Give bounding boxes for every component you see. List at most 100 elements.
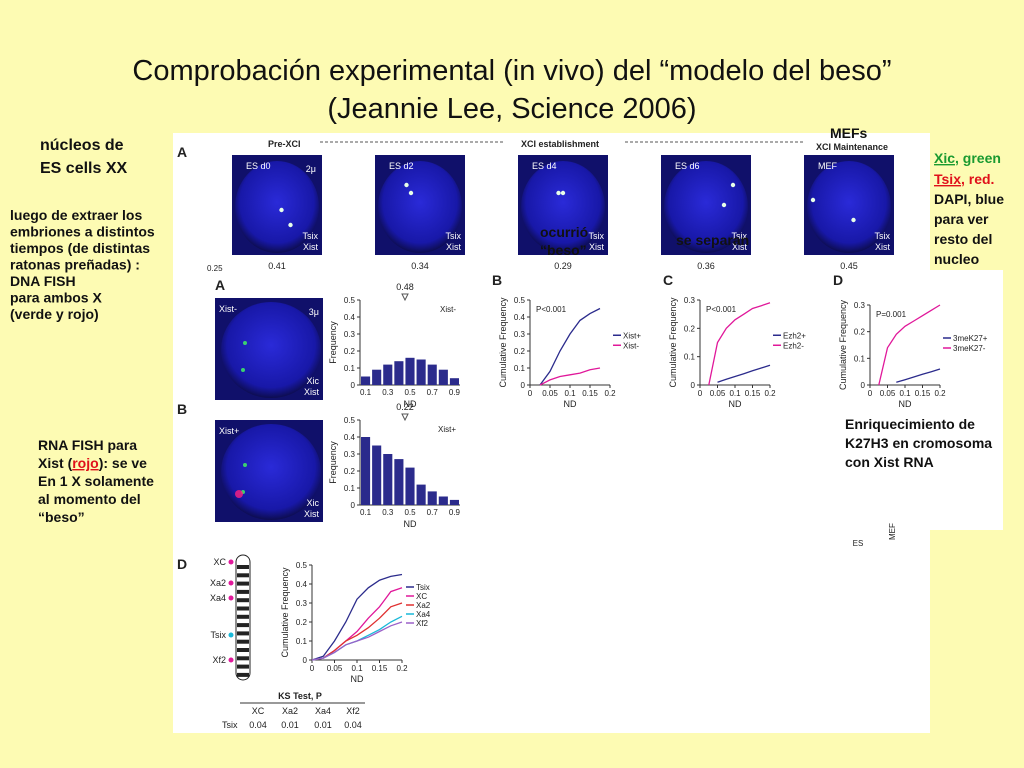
series-line xyxy=(311,573,403,661)
x-axis-label: ND xyxy=(729,399,742,409)
image-label: Xist+ xyxy=(219,426,239,436)
y-axis-label: Cumulative Frequency xyxy=(838,299,848,390)
chromosome-band xyxy=(237,648,249,652)
note: Tsix, red. xyxy=(934,171,994,187)
chromosome-band xyxy=(237,581,249,586)
y-tick-label: 0.2 xyxy=(344,347,356,356)
pointer xyxy=(401,293,409,302)
y-tick-label: 0.5 xyxy=(296,561,308,570)
probe-label: Tsix xyxy=(732,231,748,241)
note: Enriquecimiento de xyxy=(845,416,975,432)
table-cell: 0.04 xyxy=(249,720,267,730)
note: En 1 X solamente xyxy=(38,473,154,489)
table-cell: 0.01 xyxy=(281,720,299,730)
locus-dot xyxy=(228,595,234,601)
note: MEFs xyxy=(830,125,868,141)
image-label: Xist- xyxy=(219,304,237,314)
locus-label: XC xyxy=(213,557,226,567)
note: DAPI, blue xyxy=(934,191,1004,207)
nd-value: 0.34 xyxy=(411,261,429,271)
y-tick-label: 0 xyxy=(351,501,356,510)
locus-dot xyxy=(228,632,234,638)
nucleus xyxy=(807,161,891,253)
x-tick-label: 0.1 xyxy=(360,508,372,517)
probe-label: Xist xyxy=(732,242,748,252)
note: Xic, green xyxy=(934,150,1001,166)
series-line xyxy=(539,367,601,386)
title: (Jeannie Lee, Science 2006) xyxy=(327,93,696,125)
y-tick-label: 0.1 xyxy=(344,484,356,493)
x-tick-label: 0 xyxy=(528,389,533,398)
fish-spot xyxy=(243,341,247,345)
legend-label: Ezh2- xyxy=(783,341,804,350)
y-tick-label: 0.3 xyxy=(684,296,696,305)
scale-label: 3μ xyxy=(309,307,319,317)
y-axis-label: Cumulative Frequency xyxy=(668,297,678,388)
panel-label: B xyxy=(177,401,187,417)
image-label: ES d6 xyxy=(675,161,700,171)
nd-value: 0.36 xyxy=(697,261,715,271)
bar xyxy=(416,484,426,505)
y-tick-label: 0.1 xyxy=(854,354,866,363)
probe-label: Xist xyxy=(304,387,320,397)
y-tick-label: 0.5 xyxy=(344,416,356,425)
bar xyxy=(416,359,426,385)
x-tick-label: 0.15 xyxy=(915,389,931,398)
x-axis-label: ND xyxy=(404,519,417,529)
series-line xyxy=(878,304,941,386)
x-tick-label: 0.7 xyxy=(427,388,439,397)
chromosome-band xyxy=(237,589,249,594)
x-tick-label: 0.05 xyxy=(710,389,726,398)
bar xyxy=(449,378,459,385)
fish-spot xyxy=(241,368,245,372)
y-axis-label: Frequency xyxy=(328,321,338,364)
chromosome-band xyxy=(237,565,249,569)
bar xyxy=(394,361,404,385)
chromosome-band xyxy=(237,606,249,611)
chromosome-band xyxy=(237,664,249,669)
y-tick-label: 0.1 xyxy=(296,637,308,646)
bar xyxy=(361,437,371,505)
legend-label: Xf2 xyxy=(416,619,429,628)
note: DNA FISH xyxy=(10,273,76,289)
y-tick-label: 0.5 xyxy=(514,296,526,305)
x-tick-label: 0.2 xyxy=(604,389,616,398)
probe-label: Tsix xyxy=(589,231,605,241)
y-tick-label: 0.1 xyxy=(514,364,526,373)
x-axis-label: ND xyxy=(404,399,417,409)
y-tick-label: 0.1 xyxy=(684,353,696,362)
image-label: ES d2 xyxy=(389,161,414,171)
table-header: Xf2 xyxy=(346,706,360,716)
bar xyxy=(372,369,382,385)
x-tick-label: 0.5 xyxy=(404,388,416,397)
bar xyxy=(383,454,393,505)
x-tick-label: 0.7 xyxy=(427,508,439,517)
probe-label: Tsix xyxy=(875,231,891,241)
nd-value: 0.41 xyxy=(268,261,286,271)
fish-spot xyxy=(243,463,247,467)
y-tick-label: 0.3 xyxy=(514,330,526,339)
chromosome-band xyxy=(237,573,249,578)
chromosome-band xyxy=(237,656,249,661)
note: (verde y rojo) xyxy=(10,306,99,322)
y-axis-label: Cumulative Frequency xyxy=(280,567,290,658)
y-tick-label: 0.3 xyxy=(344,450,356,459)
stage-label: XCI Maintenance xyxy=(816,142,888,152)
locus-dot xyxy=(228,657,234,663)
tag: Xist- xyxy=(440,305,456,314)
fragment: MEF xyxy=(888,523,897,540)
y-tick-label: 0.4 xyxy=(344,313,356,322)
x-tick-label: 0.9 xyxy=(449,508,461,517)
bar xyxy=(361,376,371,385)
table-header: XC xyxy=(252,706,265,716)
probe-label: Xist xyxy=(304,509,320,519)
x-tick-label: 0.3 xyxy=(382,388,394,397)
x-tick-label: 0.05 xyxy=(542,389,558,398)
nucleus xyxy=(521,161,605,253)
x-tick-label: 0.15 xyxy=(745,389,761,398)
tag: Xist+ xyxy=(438,425,456,434)
xist-cloud xyxy=(235,490,243,498)
table-title: KS Test, P xyxy=(278,691,322,701)
chromosome-band xyxy=(237,598,249,603)
annotation: P<0.001 xyxy=(536,305,567,314)
